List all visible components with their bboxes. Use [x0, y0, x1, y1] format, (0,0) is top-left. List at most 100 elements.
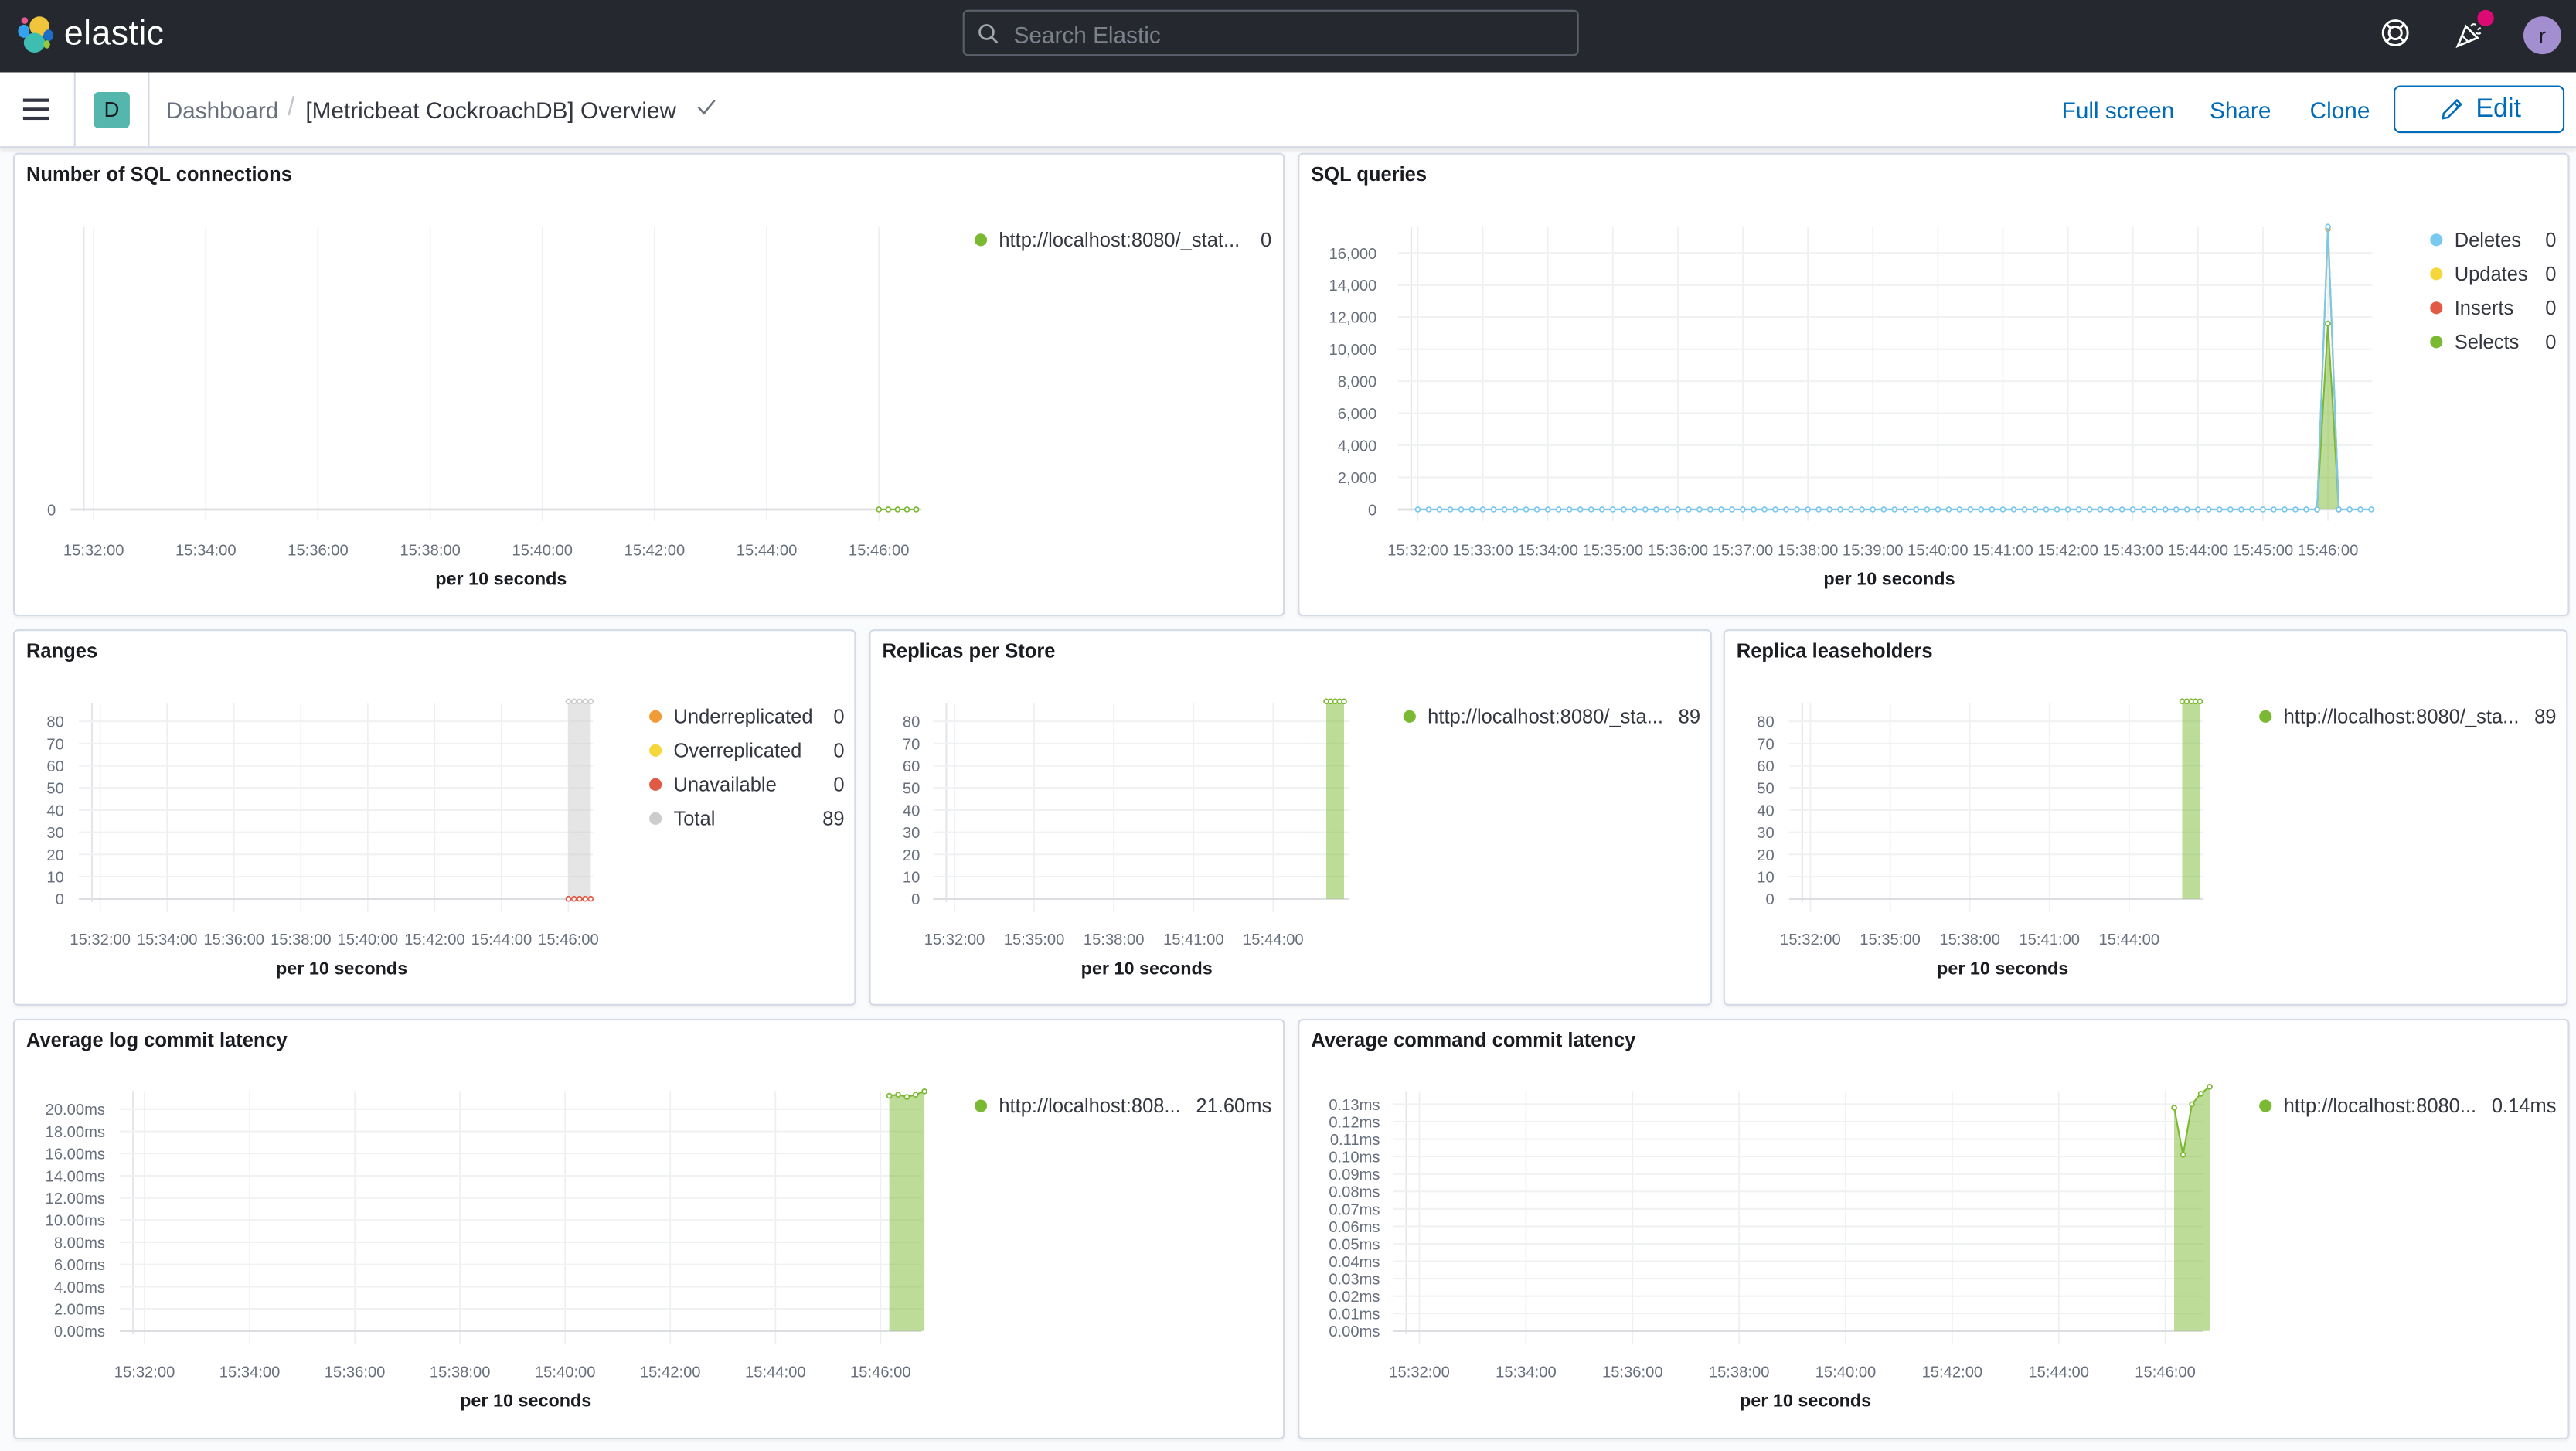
y-tick-label: 30 [1757, 825, 1774, 842]
data-point [1577, 506, 1584, 513]
help-lifebuoy-icon[interactable] [2380, 18, 2410, 47]
x-tick-label: 15:40:00 [1907, 542, 1969, 559]
panel-sql-connections: Number of SQL connections 15:32:00 15:34:… [13, 152, 1285, 617]
data-point [1555, 506, 1562, 513]
y-tick-label: 50 [903, 781, 920, 798]
data-point [2249, 506, 2255, 513]
data-point [2336, 506, 2342, 513]
legend-color-dot [2430, 267, 2443, 281]
data-point [565, 895, 572, 902]
x-tick-label: 15:34:00 [219, 1364, 281, 1381]
data-point [2086, 506, 2093, 513]
data-point [1544, 506, 1551, 513]
y-tick-label: 20 [46, 847, 63, 864]
legend-item-label[interactable]: http://localhost:8080/_sta... [1428, 706, 1663, 727]
data-point [1956, 506, 1963, 513]
x-tick-label: 15:46:00 [850, 1364, 911, 1381]
legend-item-value: 0 [2545, 264, 2556, 285]
full-screen-button[interactable]: Full screen [2061, 97, 2175, 124]
data-point [2097, 506, 2104, 513]
chart-log-commit-latency: 15:32:00 15:34:00 15:36:00 15:38:00 15:40:00… [46, 1088, 1271, 1411]
y-tick-label: 70 [1757, 736, 1774, 753]
x-tick-label: 15:35:00 [1582, 542, 1643, 559]
legend-item-value: 0 [833, 740, 844, 761]
legend-color-dot [1403, 710, 1416, 723]
x-tick-label: 15:44:00 [737, 542, 798, 559]
clone-button[interactable]: Clone [2309, 97, 2370, 124]
top-navigation-bar: elastic r [0, 0, 2576, 73]
panel-replicas-per-store: Replicas per Store 15:32:00 15:35:00 15:38… [869, 629, 1712, 1006]
y-tick-label: 0.04ms [1329, 1254, 1380, 1271]
legend-item-label[interactable]: Inserts [2455, 298, 2514, 319]
legend-item-label[interactable]: http://localhost:8080/_stat... [999, 230, 1240, 251]
data-point [1815, 506, 1822, 513]
y-tick-label: 14,000 [1329, 278, 1377, 295]
data-point [876, 506, 883, 513]
avatar[interactable]: r [2523, 16, 2561, 55]
data-point [1436, 506, 1443, 513]
panel-title: SQL queries [1311, 162, 1428, 186]
x-tick-label: 15:36:00 [288, 542, 349, 559]
x-tick-label: 15:44:00 [1243, 932, 1304, 949]
elastic-logo[interactable]: elastic [16, 15, 164, 54]
x-axis-title: per 10 seconds [1937, 959, 2068, 979]
y-tick-label: 6.00ms [54, 1257, 105, 1274]
y-tick-label: 80 [903, 714, 920, 731]
legend-item-label[interactable]: http://localhost:8080... [2284, 1095, 2477, 1117]
data-point [2292, 506, 2299, 513]
legend-item-label[interactable]: Total [674, 808, 716, 829]
legend-item-label[interactable]: Selects [2455, 332, 2520, 353]
data-point [1999, 506, 2006, 513]
news-party-icon[interactable] [2455, 20, 2484, 49]
data-point [903, 1094, 910, 1100]
data-point [587, 895, 594, 902]
search-input[interactable] [1010, 11, 1560, 58]
space-avatar[interactable]: D [94, 92, 130, 128]
x-tick-label: 15:33:00 [1452, 542, 1513, 559]
breadcrumb-dashboard[interactable]: Dashboard [165, 97, 279, 124]
data-point [1675, 506, 1681, 513]
legend-item-value: 21.60ms [1196, 1095, 1271, 1117]
legend-item-value: 0 [833, 706, 844, 727]
panel-title: Replica leaseholders [1736, 639, 1933, 662]
legend-item-label[interactable]: Deletes [2455, 230, 2521, 251]
data-point [2140, 506, 2147, 513]
x-tick-label: 15:34:00 [175, 542, 237, 559]
y-tick-label: 12,000 [1329, 310, 1377, 327]
chart-replicas-per-store: 15:32:00 15:35:00 15:38:00 15:41:00 15:44:00… [903, 698, 1700, 979]
series-area [568, 701, 591, 899]
x-tick-label: 15:44:00 [2168, 542, 2229, 559]
data-point [1902, 506, 1909, 513]
legend-item-label[interactable]: Unavailable [674, 774, 777, 795]
y-tick-label: 0.09ms [1329, 1167, 1380, 1184]
y-tick-label: 50 [46, 781, 63, 798]
y-tick-label: 2,000 [1338, 470, 1377, 487]
data-point [1512, 506, 1519, 513]
edit-button[interactable]: Edit [2394, 85, 2565, 134]
data-point [1458, 506, 1465, 513]
legend-item-label[interactable]: Overreplicated [674, 740, 802, 761]
data-point [903, 506, 910, 513]
legend-item-label[interactable]: http://localhost:8080/_sta... [2284, 706, 2520, 727]
data-point [1642, 506, 1649, 513]
share-button[interactable]: Share [2209, 97, 2271, 124]
y-tick-label: 0.07ms [1329, 1201, 1380, 1218]
search-box[interactable] [962, 9, 1579, 58]
data-point [1523, 506, 1530, 513]
x-tick-label: 15:39:00 [1843, 542, 1904, 559]
y-tick-label: 40 [903, 802, 920, 819]
legend-color-dot [2259, 1099, 2272, 1112]
x-tick-label: 15:32:00 [1387, 542, 1448, 559]
data-point [1447, 506, 1454, 513]
x-tick-label: 15:40:00 [338, 932, 399, 949]
y-tick-label: 8,000 [1338, 374, 1377, 391]
data-point [1837, 506, 1843, 513]
legend-item-label[interactable]: http://localhost:808... [999, 1095, 1180, 1117]
series-area [889, 1091, 925, 1331]
legend-item-label[interactable]: Updates [2455, 264, 2528, 285]
menu-hamburger-icon[interactable] [22, 98, 49, 121]
legend-item-label[interactable]: Underreplicated [674, 706, 813, 727]
x-axis-title: per 10 seconds [1823, 569, 1955, 589]
legend-color-dot [2259, 710, 2272, 723]
data-point [2129, 506, 2136, 513]
